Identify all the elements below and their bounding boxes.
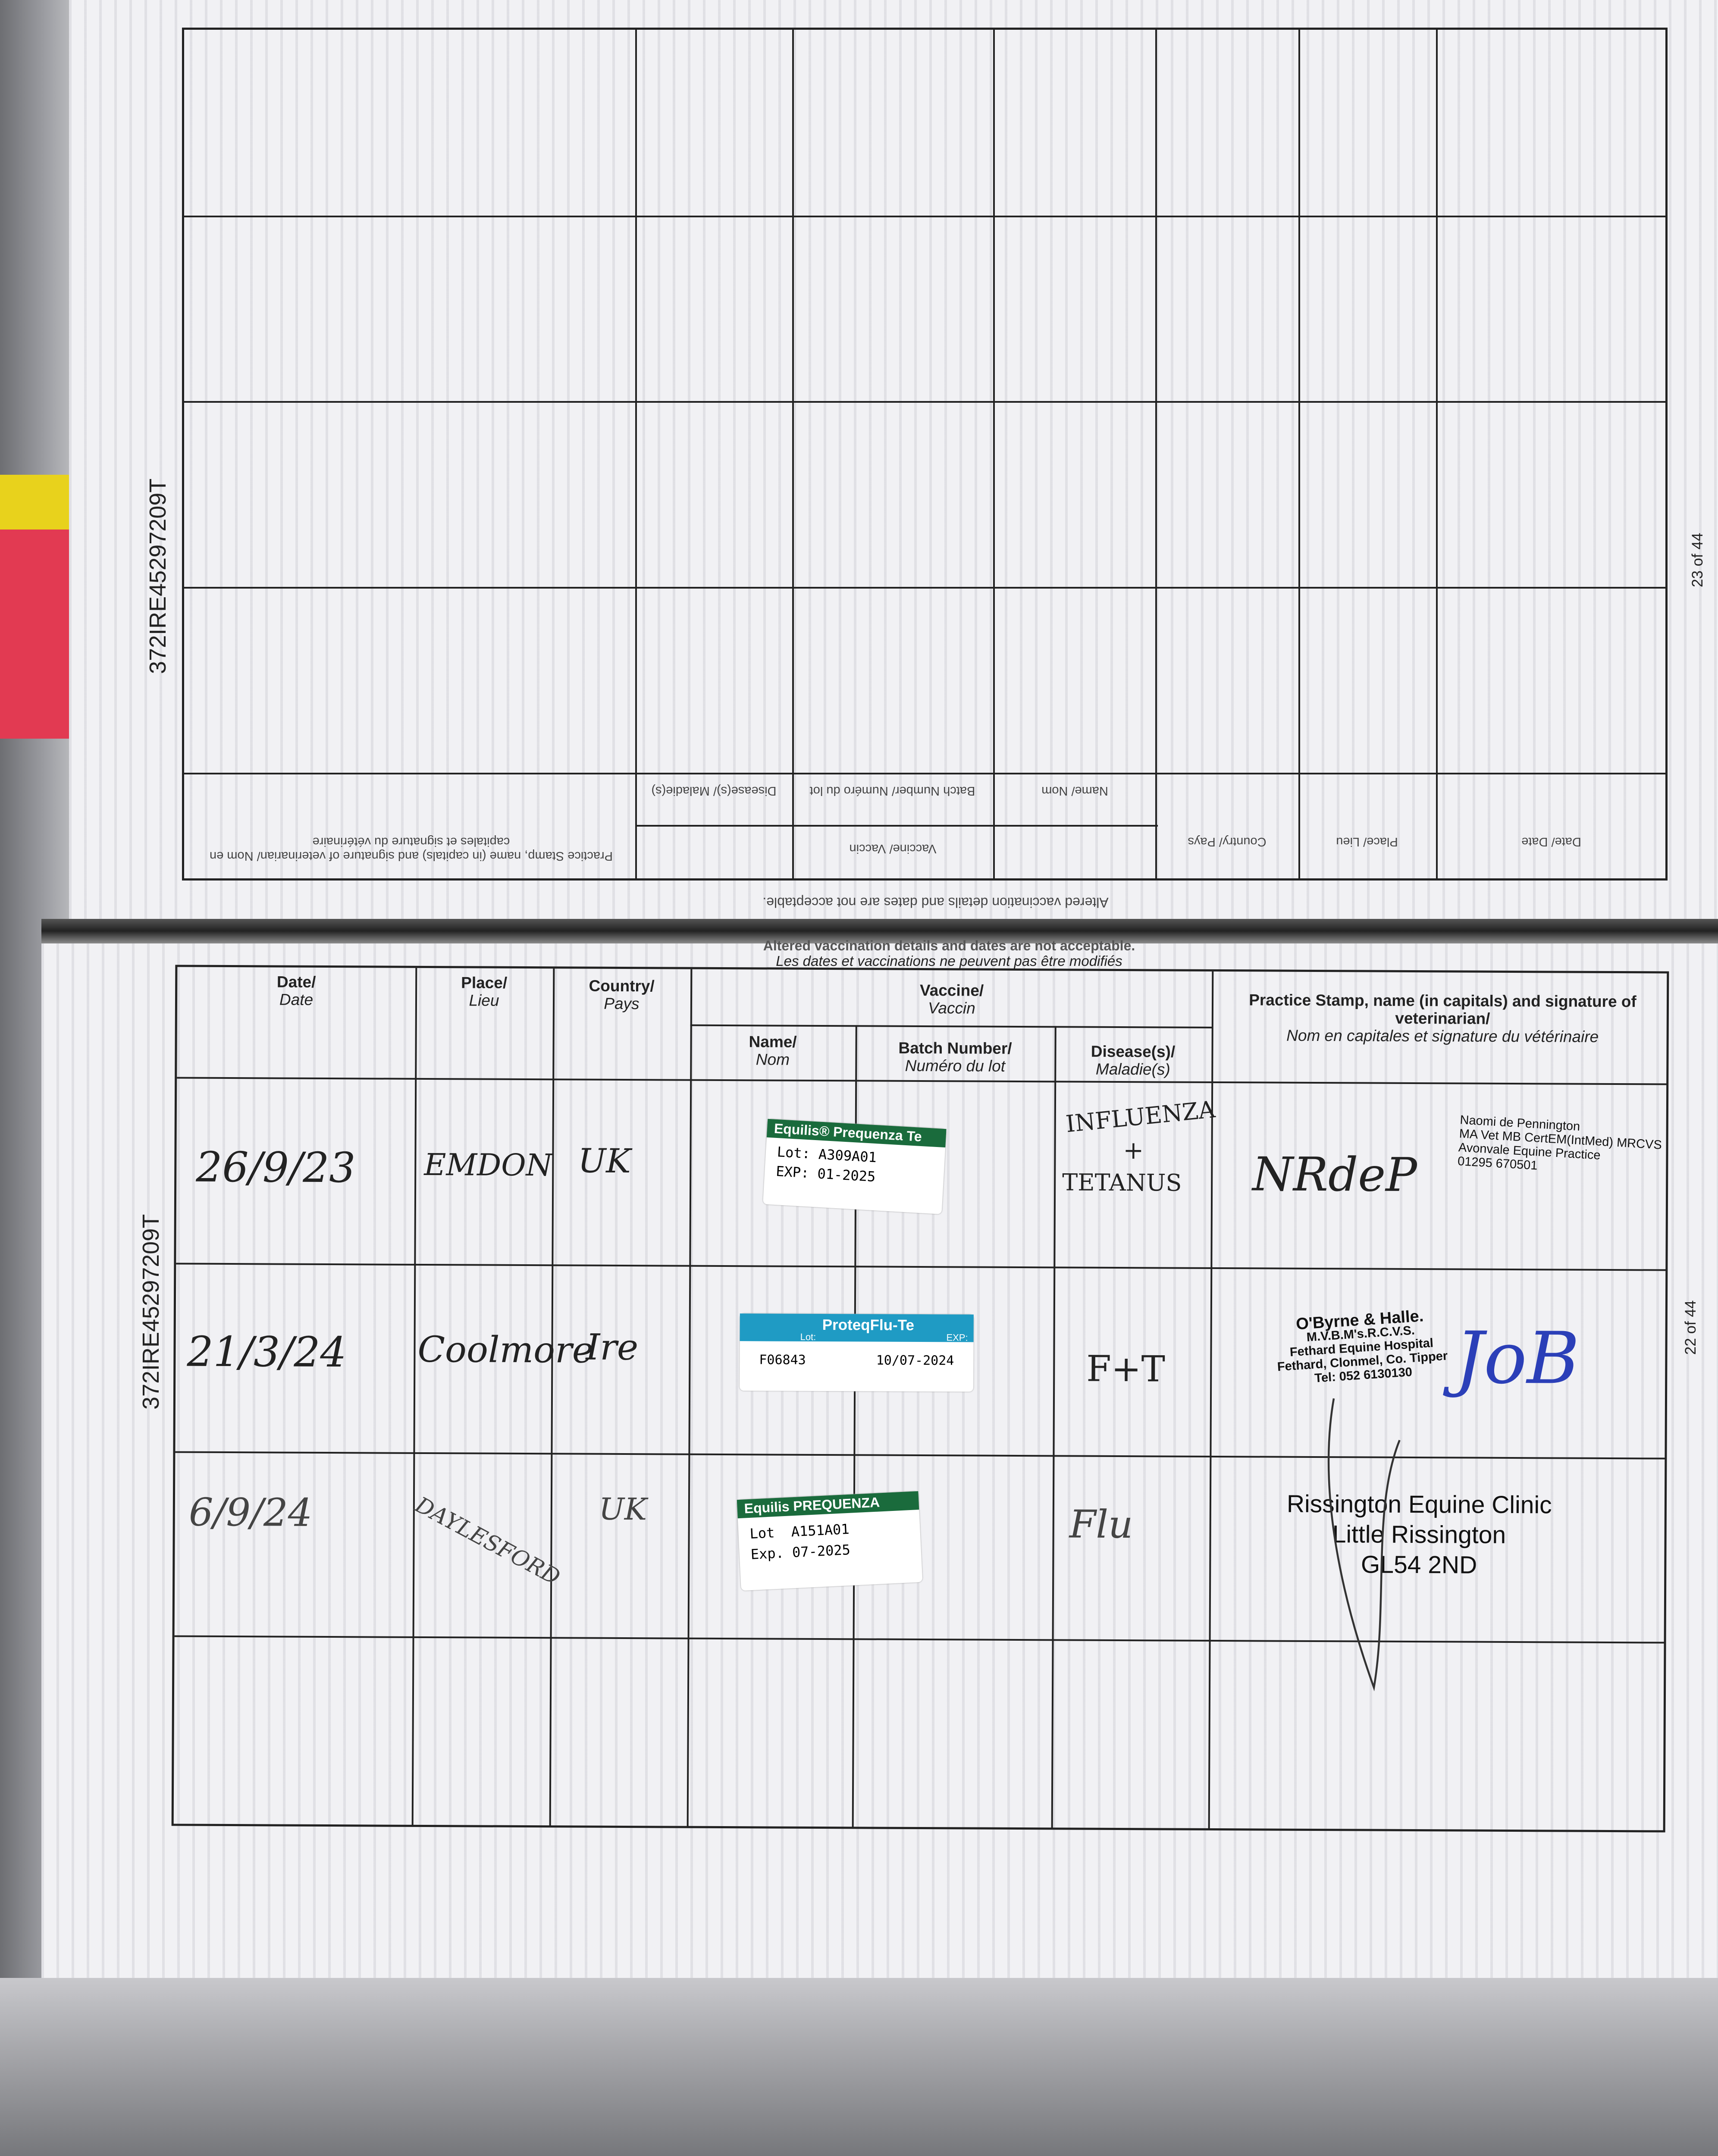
inverted-header-name: Name/ Nom	[1041, 784, 1108, 798]
yellow-tab	[0, 475, 75, 530]
inverted-header-practice: Practice Stamp, name (in capitals) and s…	[210, 835, 613, 863]
sticker-brand: ProteqFlu-Te	[822, 1316, 915, 1334]
header-vaccine: Vaccine/Vaccin	[919, 981, 984, 1017]
row1-signature: NRdeP	[1252, 1147, 1417, 1203]
row1-disease-line2: +	[1123, 1136, 1144, 1165]
inverted-header-disease: Disease(s)/ Maladie(s)	[651, 784, 777, 798]
row1-disease-line1: INFLUENZA	[1064, 1095, 1216, 1138]
inverted-header-date: Date/ Date	[1521, 835, 1581, 849]
row3-date: 6/9/24	[188, 1489, 313, 1535]
row2-practice-stamp: O'Byrne & Halle. M.V.B.M's.R.C.V.S. Fethar…	[1276, 1307, 1448, 1385]
row3-place: DAYLESFORD	[411, 1492, 564, 1591]
row1-date: 26/9/23	[196, 1143, 356, 1192]
document-id: 372IRE45297209T	[145, 478, 171, 674]
header-practice: Practice Stamp, name (in capitals) and s…	[1249, 991, 1636, 1046]
vaccine-sticker-equilis-prequenza: Equilis PREQUENZA Lot A151A01 Exp. 07-202…	[737, 1491, 923, 1591]
row3-signature	[1327, 1398, 1401, 1692]
header-batch: Batch Number/Numéro du lot	[898, 1039, 1012, 1075]
vaccine-sticker-equilis-prequenza-te: Equilis® Prequenza Te Lot: A309A01 EXP: 0…	[763, 1119, 947, 1214]
notice-en: Altered vaccination details and dates ar…	[763, 938, 1135, 953]
header-disease: Disease(s)/Maladie(s)	[1091, 1042, 1176, 1078]
vaccine-sticker-proteqflu-te: ProteqFlu-Te Lot: EXP: F06843 10/07-2024	[740, 1313, 974, 1392]
notice-fr: Les dates et vaccinations ne peuvent pas…	[776, 953, 1122, 969]
inverted-header-batch: Batch Number/ Numéro du lot	[809, 784, 975, 798]
row1-place: EMDON	[424, 1147, 553, 1183]
upper-vaccination-table: Practice Stamp, name (in capitals) and s…	[182, 28, 1668, 881]
vaccination-table: Date/Date Place/Lieu Country/Pays Vaccin…	[171, 965, 1669, 1833]
inverted-header-vaccine: Vaccine/ Vaccin	[849, 842, 937, 856]
row2-signature: JoB	[1455, 1316, 1580, 1401]
inverted-header-country: Country/ Pays	[1188, 835, 1267, 849]
header-place: Place/Lieu	[461, 974, 508, 1009]
red-tab	[0, 530, 78, 739]
document-id: 372IRE45297209T	[138, 1214, 164, 1410]
header-date: Date/Date	[276, 973, 316, 1009]
page-number: 23 of 44	[1689, 533, 1706, 588]
scanner-bed	[0, 1978, 1718, 2156]
row2-country: Ire	[586, 1326, 639, 1369]
row2-date: 21/3/24	[187, 1327, 347, 1377]
row1-disease-line3: TETANUS	[1062, 1169, 1182, 1197]
row3-country: UK	[599, 1491, 647, 1527]
lower-page: Altered vaccination details and dates ar…	[41, 938, 1718, 1978]
row2-place: Coolmore	[417, 1328, 594, 1371]
row3-disease: Flu	[1069, 1501, 1133, 1547]
header-country: Country/Pays	[589, 977, 655, 1013]
row1-country: UK	[578, 1142, 631, 1181]
header-name: Name/Nom	[749, 1033, 797, 1069]
upper-page: Practice Stamp, name (in capitals) and s…	[69, 0, 1718, 924]
row1-practice-stamp: Naomi de Pennington MA Vet MB CertEM(IntM…	[1457, 1113, 1662, 1173]
page-number: 22 of 44	[1682, 1300, 1699, 1355]
row2-disease: F+T	[1086, 1348, 1166, 1390]
inverted-header-place: Place/ Lieu	[1336, 835, 1398, 849]
inverted-notice: Altered vaccination details and dates ar…	[762, 895, 1109, 910]
